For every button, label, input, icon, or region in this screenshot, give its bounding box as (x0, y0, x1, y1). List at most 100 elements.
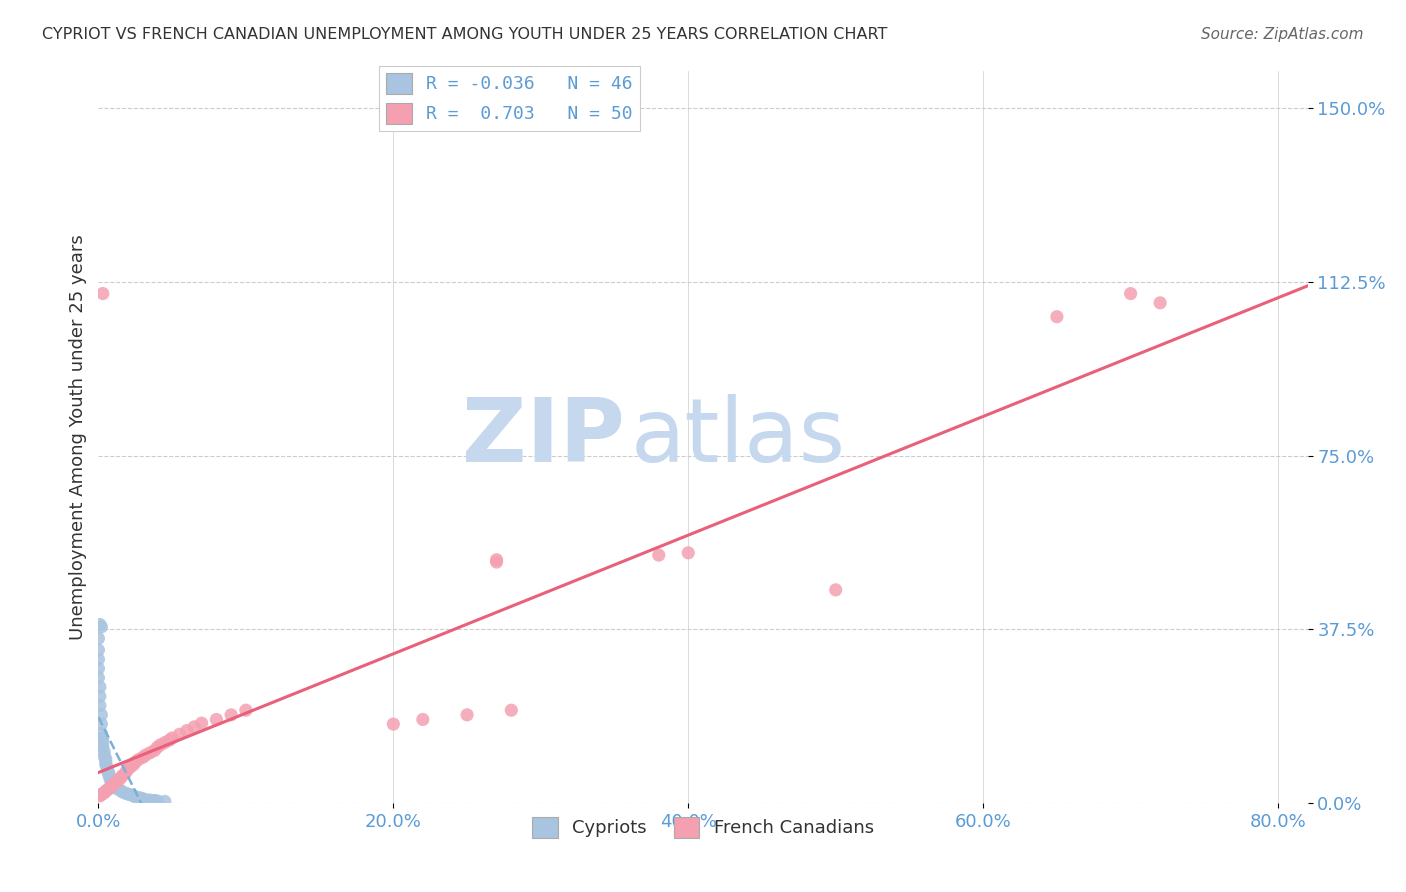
Point (91, 731, 114, 745)
Point (107, 773, 129, 788)
Point (96, 782, 118, 797)
Point (93, 749, 115, 764)
Point (128, 790, 150, 805)
Point (122, 757, 145, 772)
Point (89, 789, 111, 803)
Point (146, 794, 169, 808)
Point (93, 786, 115, 800)
Point (114, 786, 136, 800)
Point (94, 784, 117, 798)
Point (169, 727, 191, 741)
Point (456, 707, 478, 722)
Point (648, 548, 671, 562)
Point (91, 740, 114, 755)
Text: atlas: atlas (630, 393, 845, 481)
Point (97, 768, 120, 782)
Point (93, 745, 115, 759)
Point (87, 652, 110, 666)
Point (183, 720, 205, 734)
Point (90, 788, 112, 802)
Text: ZIP: ZIP (461, 393, 624, 481)
Point (149, 738, 172, 752)
Point (94, 757, 117, 772)
Point (678, 546, 700, 560)
Point (190, 716, 212, 731)
Point (501, 703, 523, 717)
Point (143, 793, 166, 807)
Point (153, 736, 176, 750)
Point (105, 775, 128, 789)
Point (87, 632, 110, 646)
Point (485, 553, 508, 567)
Point (115, 764, 138, 779)
Point (205, 713, 228, 727)
Point (89, 698, 111, 713)
Point (146, 740, 169, 755)
Legend: Cypriots, French Canadians: Cypriots, French Canadians (524, 810, 882, 845)
Point (111, 785, 134, 799)
Point (1046, 310, 1069, 324)
Point (97, 765, 120, 780)
Point (1119, 286, 1142, 301)
Point (101, 778, 124, 792)
Point (97, 781, 120, 796)
Point (110, 783, 132, 797)
Point (90, 620, 112, 634)
Point (100, 775, 122, 789)
Point (117, 787, 139, 801)
Point (139, 746, 162, 760)
Text: Source: ZipAtlas.com: Source: ZipAtlas.com (1201, 27, 1364, 42)
Point (124, 789, 146, 804)
Point (412, 713, 434, 727)
Point (94, 755, 117, 769)
Point (122, 789, 145, 803)
Point (135, 748, 157, 763)
Point (235, 703, 257, 717)
Point (120, 760, 142, 774)
Point (131, 750, 153, 764)
Point (157, 733, 180, 747)
Point (91, 787, 114, 801)
Point (91, 736, 114, 750)
Point (139, 793, 162, 807)
Point (124, 755, 146, 769)
Point (100, 779, 122, 793)
Point (89, 680, 111, 694)
Point (98, 772, 121, 787)
Text: CYPRIOT VS FRENCH CANADIAN UNEMPLOYMENT AMONG YOUTH UNDER 25 YEARS CORRELATION C: CYPRIOT VS FRENCH CANADIAN UNEMPLOYMENT … (42, 27, 887, 42)
Point (111, 769, 134, 783)
Point (101, 777, 124, 791)
Point (382, 717, 405, 731)
Point (94, 752, 117, 766)
Point (131, 791, 153, 805)
Point (96, 761, 118, 775)
Point (1149, 295, 1171, 310)
Point (135, 792, 157, 806)
Point (105, 780, 128, 794)
Point (143, 743, 166, 757)
Point (87, 671, 110, 685)
Point (89, 690, 111, 704)
Point (117, 762, 139, 776)
Point (110, 771, 132, 785)
Point (153, 794, 176, 808)
Point (96, 764, 118, 778)
Point (219, 707, 242, 722)
Point (87, 643, 110, 657)
Point (90, 717, 112, 731)
Point (114, 766, 136, 780)
Point (98, 780, 121, 795)
Point (98, 770, 121, 784)
Point (90, 726, 112, 740)
Point (176, 723, 198, 738)
Point (101, 776, 124, 790)
Point (120, 788, 142, 802)
Point (87, 661, 110, 675)
Point (89, 617, 111, 632)
Point (824, 582, 846, 597)
Point (90, 707, 112, 722)
Point (485, 555, 508, 569)
Y-axis label: Unemployment Among Youth under 25 years: Unemployment Among Youth under 25 years (69, 235, 87, 640)
Point (127, 753, 149, 767)
Point (91, 286, 114, 301)
